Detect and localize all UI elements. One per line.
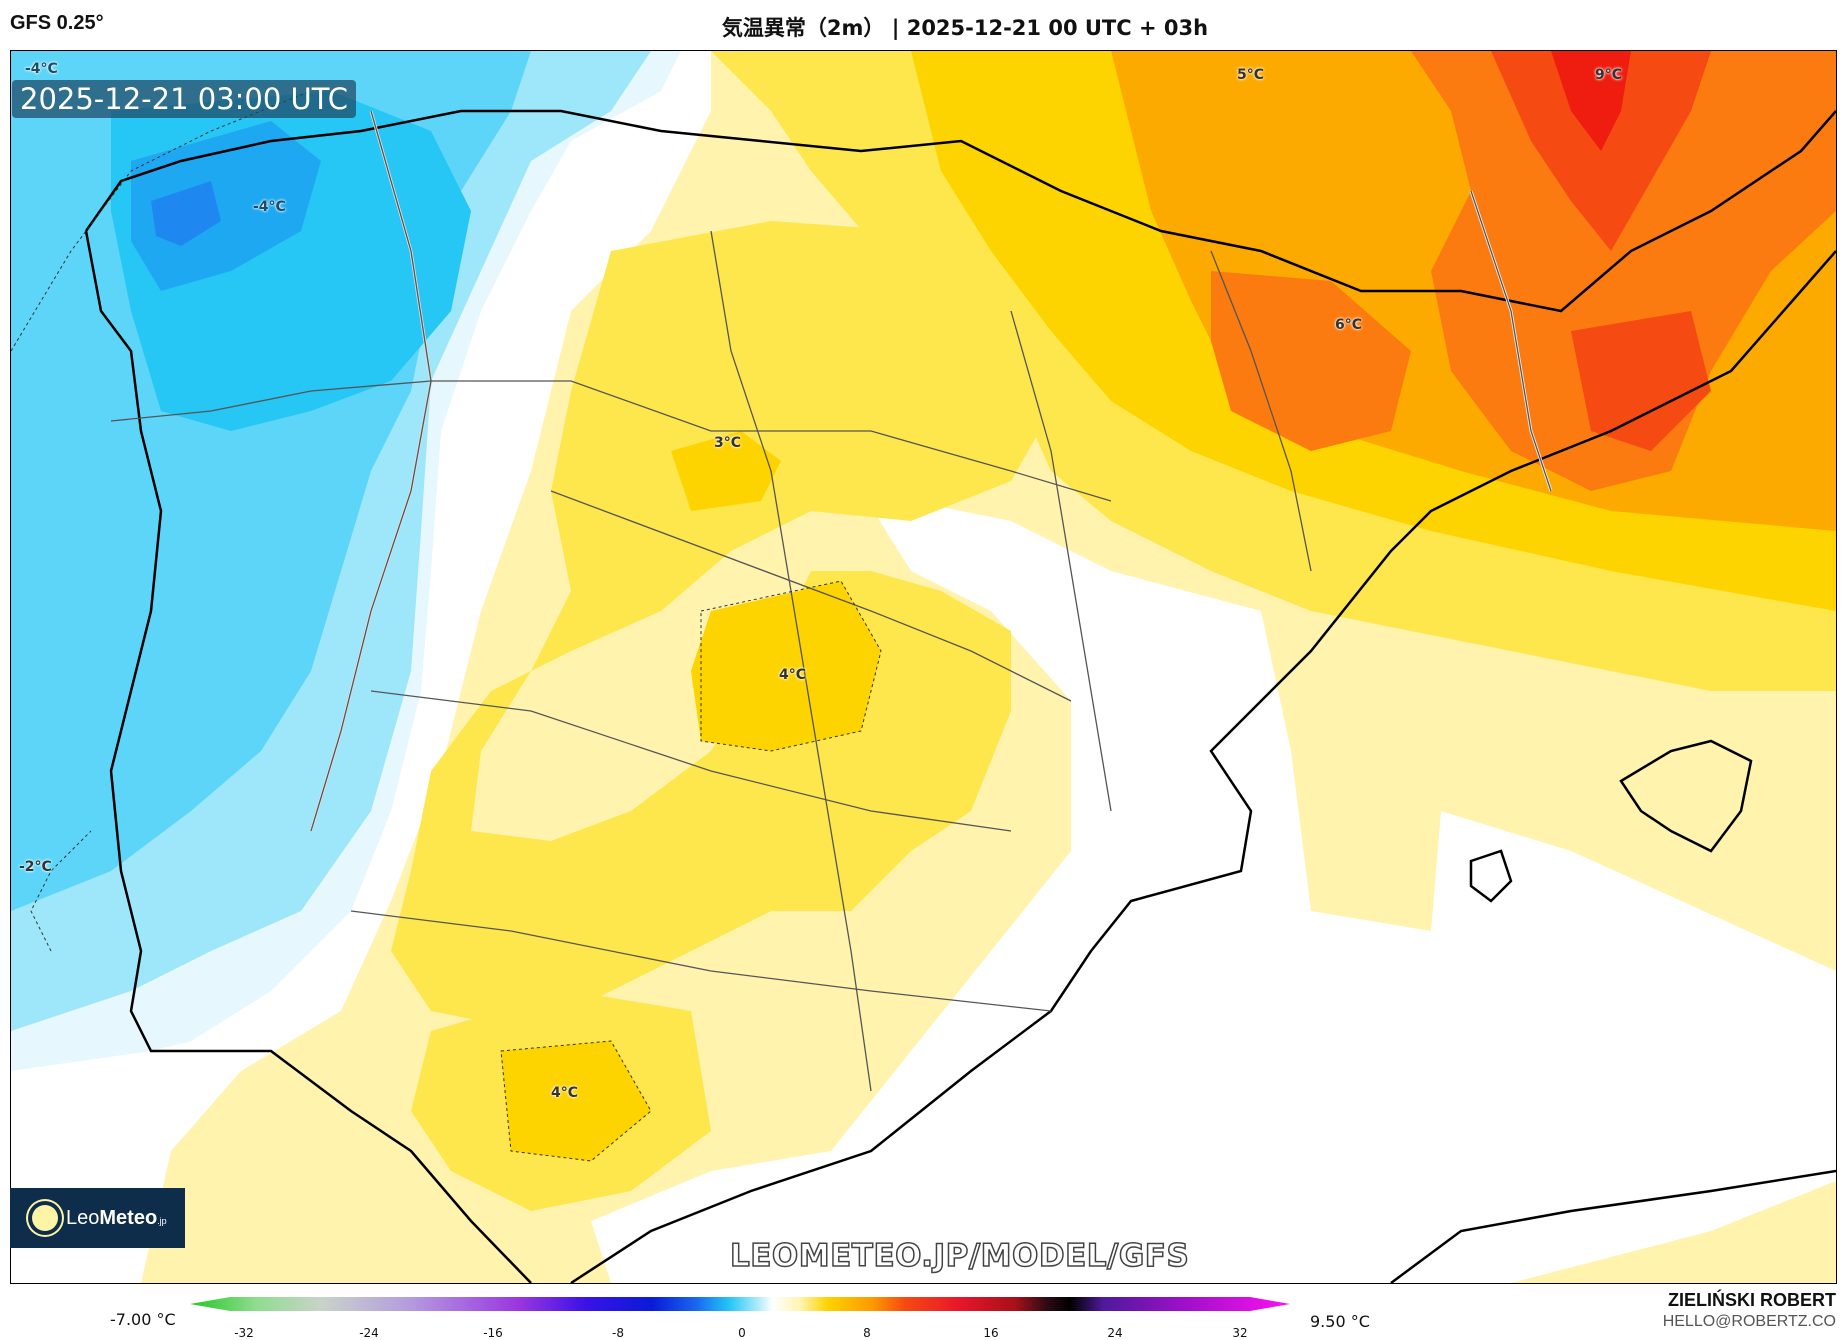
colorbar [190, 1297, 1290, 1311]
watermark-url: LEOMETEO.JP/MODEL/GFS [729, 1237, 1190, 1275]
temp-label: 9°C [1595, 67, 1623, 83]
colorbar-tick: 0 [738, 1326, 746, 1340]
temp-label: 4°C [779, 667, 807, 683]
colorbar-max-label: 9.50 °C [1310, 1312, 1370, 1331]
model-name: GFS 0.25° [10, 12, 104, 34]
author-email: HELLO@ROBERTZ.CO [1662, 1313, 1836, 1330]
anomaly-map: -4°C -4°C -2°C 3°C 4°C 4°C 5°C 6°C 9°C [10, 50, 1837, 1284]
temp-label: -4°C [253, 199, 286, 215]
logo-part2: Meteo [99, 1206, 158, 1229]
logo-text: LeoMeteo.jp [66, 1207, 167, 1230]
colorbar-min-label: -7.00 °C [110, 1310, 176, 1329]
logo-part1: Leo [66, 1206, 100, 1229]
author-name: ZIELIŃSKI ROBERT [1667, 1290, 1836, 1310]
temp-label: 4°C [551, 1085, 579, 1101]
colorbar-tick: -8 [612, 1326, 624, 1340]
temp-label: -4°C [25, 61, 58, 77]
map-fill [11, 51, 1836, 1283]
colorbar-tick: 32 [1232, 1326, 1248, 1340]
colorbar-tick: -24 [359, 1326, 379, 1340]
temp-label: 3°C [714, 435, 742, 451]
colorbar-tick: -16 [483, 1326, 503, 1340]
temp-label: 6°C [1335, 317, 1363, 333]
colorbar-tick: -32 [234, 1326, 254, 1340]
chart-title: 気温異常（2m） | 2025-12-21 00 UTC + 03h [721, 16, 1209, 40]
leometeo-logo: LeoMeteo.jp [10, 1188, 185, 1248]
temp-label: -2°C [19, 859, 52, 875]
colorbar-tick: 16 [983, 1326, 999, 1340]
sun-icon [32, 1205, 58, 1231]
valid-time-badge: 2025-12-21 03:00 UTC [12, 80, 357, 118]
colorbar-tick: 24 [1107, 1326, 1123, 1340]
logo-suffix: .jp [157, 1215, 167, 1226]
temp-label: 5°C [1237, 67, 1265, 83]
colorbar-tick: 8 [863, 1326, 871, 1340]
